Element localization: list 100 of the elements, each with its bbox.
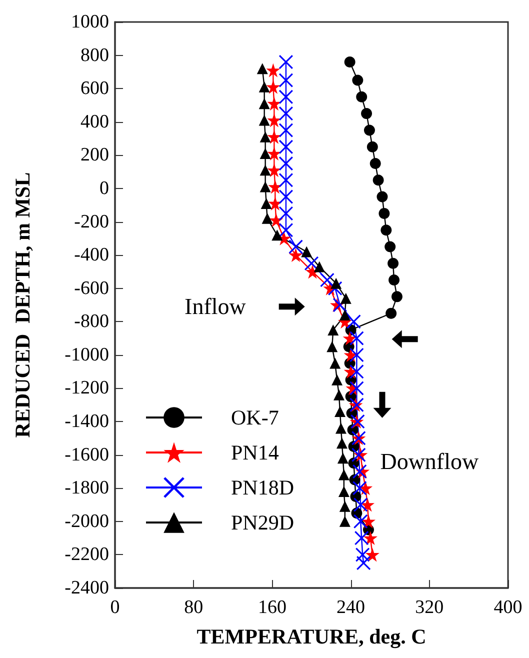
point: [336, 438, 348, 449]
x-tick-label: 400: [494, 597, 522, 618]
y-tick-label: -1200: [64, 378, 109, 399]
point: [391, 291, 402, 302]
point: [370, 158, 381, 169]
point: [346, 314, 361, 329]
point: [258, 114, 270, 126]
point: [326, 341, 338, 352]
y-tick-label: 200: [80, 144, 109, 166]
annotation: Inflow: [184, 294, 246, 319]
point: [365, 548, 380, 562]
point: [350, 348, 364, 362]
y-tick-label: 800: [80, 44, 109, 66]
point: [256, 63, 268, 74]
y-tick-label: -2200: [64, 544, 109, 566]
point: [267, 130, 282, 144]
point: [339, 516, 350, 527]
point: [278, 73, 293, 88]
x-tick-label: 160: [258, 597, 286, 618]
x-tick-label: 240: [336, 597, 366, 618]
point: [388, 274, 400, 286]
y-tick-label: 600: [80, 78, 109, 100]
point: [328, 324, 339, 336]
point: [278, 206, 293, 220]
point: [330, 278, 342, 289]
y-tick-label: -800: [74, 311, 109, 332]
legend-label: PN29D: [231, 510, 294, 534]
y-axis-title: REDUCED DEPTH, m MSL: [10, 172, 34, 438]
point: [266, 80, 280, 94]
point: [344, 56, 356, 68]
y-tick-label: -1000: [64, 344, 109, 366]
point: [337, 452, 348, 464]
point: [268, 196, 282, 210]
point: [386, 308, 397, 319]
y-tick-label: -1400: [64, 411, 109, 432]
point: [380, 224, 392, 236]
point: [354, 498, 368, 512]
y-tick-label: -2400: [64, 578, 109, 598]
point: [338, 486, 350, 497]
point: [262, 212, 273, 224]
point: [267, 146, 282, 161]
point: [260, 181, 271, 192]
point: [366, 141, 378, 152]
point: [301, 246, 312, 258]
legend-label: PN18D: [231, 476, 294, 500]
point: [267, 163, 282, 178]
point: [260, 198, 272, 209]
point: [260, 148, 271, 160]
x-tick-label: 320: [415, 597, 444, 618]
point: [356, 91, 368, 102]
point: [388, 258, 399, 269]
point: [272, 230, 283, 241]
point: [258, 81, 270, 92]
y-tick-label: -2000: [64, 510, 109, 532]
legend-label: PN14: [231, 440, 280, 464]
point: [288, 240, 303, 254]
annotation: Downflow: [380, 448, 479, 474]
point: [334, 389, 345, 400]
legend-label: OK-7: [231, 406, 279, 430]
point: [260, 164, 271, 176]
y-tick-label: -1600: [64, 444, 109, 466]
point: [334, 406, 346, 418]
point: [352, 464, 367, 478]
x-axis-title: TEMPERATURE, deg. C: [196, 624, 426, 648]
point: [278, 140, 293, 154]
point: [278, 106, 293, 121]
point: [335, 422, 346, 434]
point: [352, 481, 367, 496]
point: [361, 108, 372, 120]
point: [268, 180, 282, 194]
point: [372, 174, 384, 186]
y-tick-label: 400: [80, 111, 109, 132]
point: [332, 374, 343, 386]
point: [384, 241, 396, 252]
point: [356, 556, 371, 570]
point: [339, 500, 350, 512]
point: [360, 498, 375, 512]
point: [266, 63, 280, 78]
point: [258, 98, 270, 110]
y-tick-label: 1000: [71, 12, 109, 32]
point: [350, 381, 364, 396]
y-tick-label: -200: [74, 211, 109, 232]
point: [350, 364, 364, 379]
point: [269, 213, 284, 228]
point: [314, 261, 325, 272]
point: [354, 531, 369, 546]
point: [278, 190, 293, 204]
point: [330, 358, 341, 369]
point: [278, 54, 293, 69]
point: [278, 156, 293, 170]
point: [350, 331, 364, 346]
point: [352, 74, 364, 86]
point: [354, 514, 368, 528]
point: [267, 96, 282, 111]
point: [363, 531, 378, 546]
point: [361, 514, 376, 528]
y-tick-label: -1800: [64, 478, 109, 499]
point: [364, 124, 375, 136]
point: [338, 469, 350, 480]
point: [260, 131, 271, 142]
